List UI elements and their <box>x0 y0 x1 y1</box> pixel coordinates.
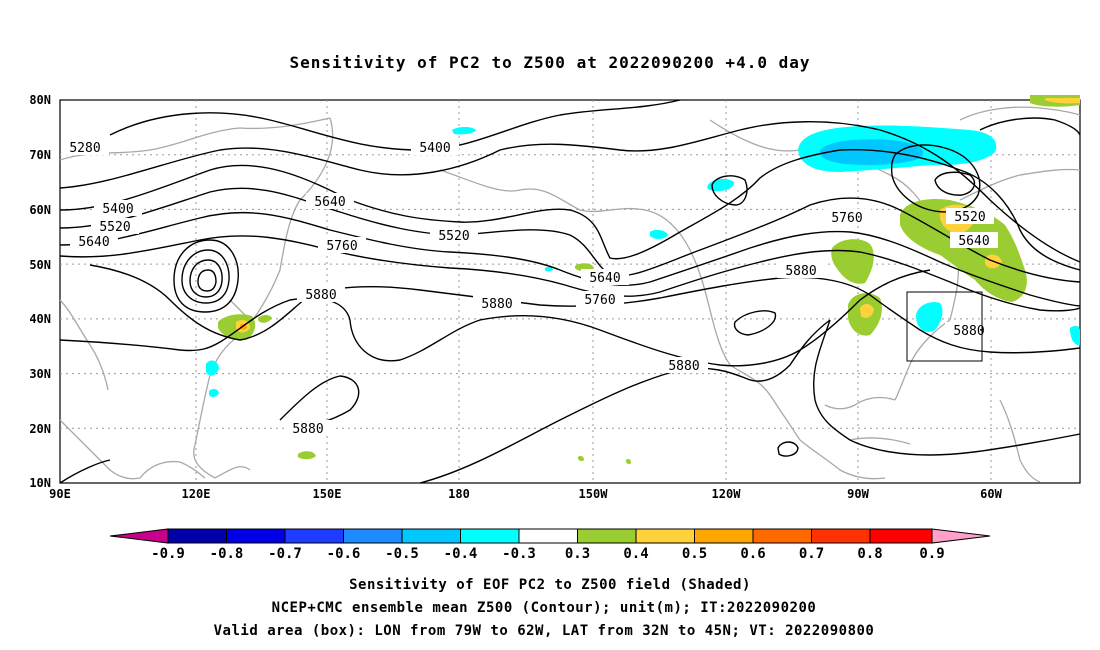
lon-label-90e: 90E <box>49 487 71 501</box>
colorbar-segment <box>577 528 637 544</box>
colorbar-label: 0.4 <box>623 546 648 562</box>
latitude-labels: 80N 70N 60N 50N 40N 30N 20N 10N <box>29 93 51 490</box>
contour-label: 5400 <box>419 141 450 156</box>
lon-label-150w: 150W <box>579 487 609 501</box>
colorbar: -0.9 -0.8 -0.7 -0.6 -0.5 -0.4 -0.3 0.3 0… <box>109 528 991 562</box>
colorbar-segment <box>635 528 695 544</box>
colorbar-segment <box>869 528 933 544</box>
lon-label-120w: 120W <box>712 487 742 501</box>
lon-label-180: 180 <box>448 487 470 501</box>
contour-label-backgrounds <box>61 139 998 436</box>
contour-label: 5760 <box>584 293 615 308</box>
contour-label: 5640 <box>958 234 989 249</box>
colorbar-label: -0.3 <box>502 546 536 562</box>
contour-label: 5520 <box>954 210 985 225</box>
colorbar-label: -0.5 <box>385 546 419 562</box>
colorbar-segment <box>343 528 403 544</box>
longitude-labels: 90E 120E 150E 180 150W 120W 90W 60W <box>49 487 1002 501</box>
caption-line-2: NCEP+CMC ensemble mean Z500 (Contour); u… <box>272 600 817 616</box>
figure-title: Sensitivity of PC2 to Z500 at 2022090200… <box>289 53 810 72</box>
lat-label-50n: 50N <box>29 258 51 272</box>
contour-label: 5400 <box>102 202 133 217</box>
contour-label: 5640 <box>78 235 109 250</box>
colorbar-segment <box>167 528 227 544</box>
lon-label-120e: 120E <box>182 487 211 501</box>
contour-label: 5880 <box>785 264 816 279</box>
lat-label-80n: 80N <box>29 93 51 107</box>
colorbar-label: 0.6 <box>740 546 765 562</box>
colorbar-left-triangle <box>109 528 169 544</box>
colorbar-label: 0.7 <box>799 546 824 562</box>
contour-label: 5280 <box>69 141 100 156</box>
colorbar-segment <box>811 528 871 544</box>
lat-label-20n: 20N <box>29 422 51 436</box>
contour-label: 5880 <box>305 288 336 303</box>
lat-label-30n: 30N <box>29 367 51 381</box>
valid-area-box <box>906 291 983 362</box>
colorbar-segment <box>226 528 286 544</box>
lat-label-60n: 60N <box>29 203 51 217</box>
contour-label: 5640 <box>589 271 620 286</box>
colorbar-segment <box>694 528 754 544</box>
colorbar-right-triangle <box>931 528 991 544</box>
colorbar-segment <box>518 528 578 544</box>
colorbar-segment <box>284 528 344 544</box>
contour-label: 5880 <box>668 359 699 374</box>
lat-label-70n: 70N <box>29 148 51 162</box>
green-region-newfoundland <box>900 198 1027 302</box>
colorbar-label: -0.6 <box>327 546 361 562</box>
colorbar-label: -0.4 <box>444 546 478 562</box>
colorbar-label: 0.9 <box>919 546 944 562</box>
contour-label: 5520 <box>438 229 469 244</box>
colorbar-label: 0.3 <box>565 546 590 562</box>
lon-label-90w: 90W <box>847 487 869 501</box>
lat-label-10n: 10N <box>29 476 51 490</box>
contour-label: 5880 <box>953 324 984 339</box>
colorbar-segment <box>752 528 812 544</box>
lon-label-150e: 150E <box>313 487 342 501</box>
blue-region-arctic <box>819 139 924 165</box>
contour-labels: 5280 5400 5400 5520 5520 5520 5640 5640 … <box>69 141 989 437</box>
colorbar-segment <box>460 528 520 544</box>
colorbar-label: 0.5 <box>682 546 707 562</box>
contour-label: 5520 <box>99 220 130 235</box>
contour-label: 5760 <box>326 239 357 254</box>
contour-label: 5760 <box>831 211 862 226</box>
contour-label: 5880 <box>292 422 323 437</box>
colorbar-label: -0.8 <box>210 546 244 562</box>
contour-label: 5640 <box>314 195 345 210</box>
lat-label-40n: 40N <box>29 312 51 326</box>
colorbar-segment <box>401 528 461 544</box>
lon-label-60w: 60W <box>980 487 1002 501</box>
colorbar-label: -0.7 <box>268 546 302 562</box>
colorbar-label: 0.8 <box>857 546 882 562</box>
caption-line-3: Valid area (box): LON from 79W to 62W, L… <box>214 623 875 639</box>
colorbar-label: -0.9 <box>151 546 185 562</box>
contour-label: 5880 <box>481 297 512 312</box>
caption-line-1: Sensitivity of EOF PC2 to Z500 field (Sh… <box>349 577 751 593</box>
